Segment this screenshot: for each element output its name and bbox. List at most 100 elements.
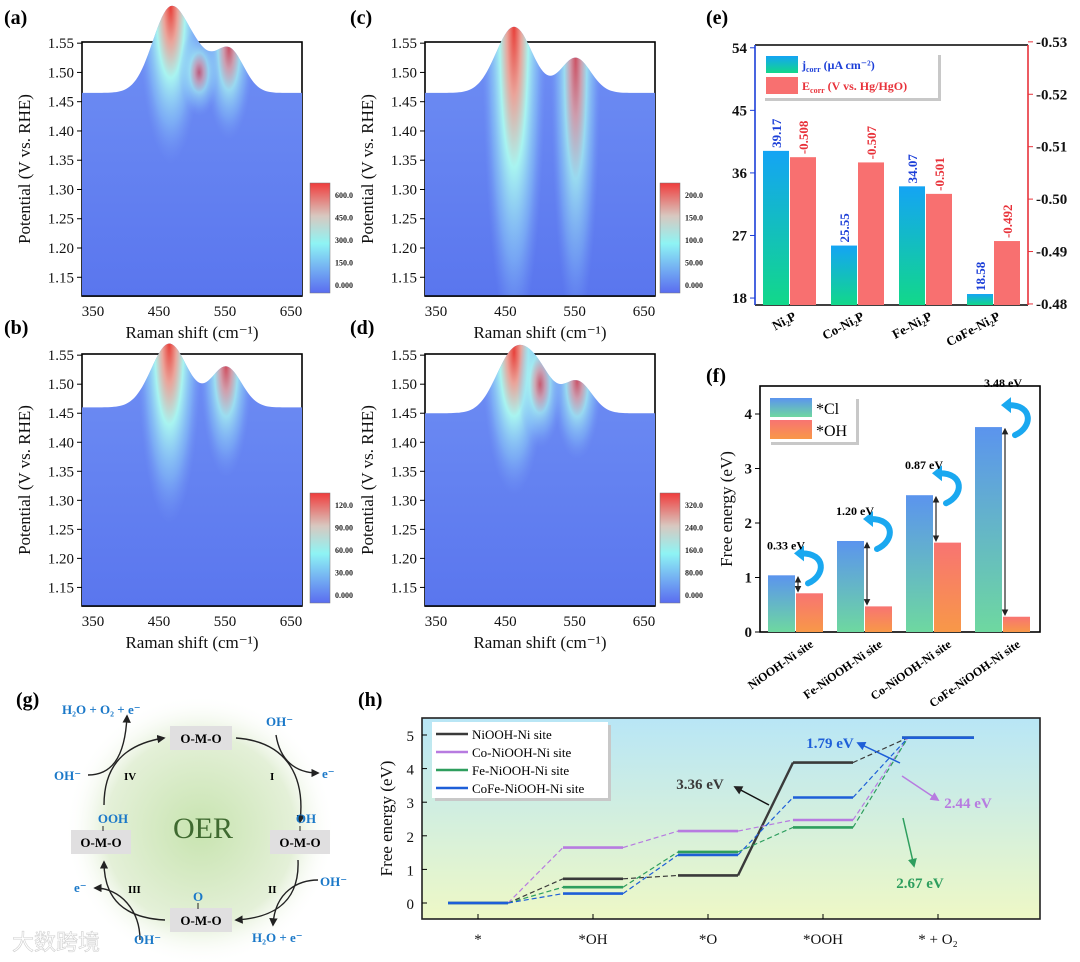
annotation-2.67: 2.67 eV <box>896 876 944 892</box>
y-tick-label: 1.50 <box>48 65 74 81</box>
energy-connector <box>622 874 679 880</box>
difference-label: 1.20 eV <box>836 504 874 518</box>
adsorption-energy-bar-chart: 0 1 2 3 4 Free energy (eV) 0.33 eV NiOOH-Ni sit… <box>717 376 1041 710</box>
oh-bar <box>934 542 961 632</box>
jcorr-bar <box>899 186 925 305</box>
right-y-tick-label: -0.49 <box>1036 245 1067 261</box>
category-label: NiOOH-Ni site <box>745 637 816 693</box>
difference-label: 3.48 eV <box>984 376 1022 390</box>
colorbar-tick-label: 320.0 <box>685 501 703 510</box>
y-tick-label: 2 <box>745 516 753 532</box>
x-tick-label: 650 <box>280 614 303 630</box>
species-in-IV: OH⁻ <box>54 768 81 783</box>
x-tick-label: 350 <box>82 304 105 320</box>
x-tick-label: *OOH <box>803 932 843 948</box>
energy-connector <box>737 797 794 856</box>
annotation-arrow <box>856 742 901 764</box>
y-tick-label: 1.40 <box>391 124 417 140</box>
y-axis-label: Free energy (eV) <box>377 761 396 877</box>
colorbar-tick-label: 80.00 <box>685 569 703 578</box>
y-tick-label: 4 <box>745 407 753 423</box>
category-label: Fe-Ni₂P <box>889 308 934 341</box>
y-tick-label: 1.35 <box>391 153 417 169</box>
legend-main: E <box>802 79 810 93</box>
step-I: I <box>270 771 274 783</box>
left-y-tick-label: 45 <box>732 103 747 119</box>
y-tick-label: 1.50 <box>391 377 417 393</box>
y-tick-label: 1.15 <box>391 270 417 286</box>
legend-label: Co-NiOOH-Ni site <box>472 745 572 760</box>
y-tick-label: 3 <box>407 796 415 812</box>
x-tick-label: 350 <box>82 614 105 630</box>
oh-bar <box>1003 616 1030 632</box>
raman-map-c: 350 450 550 650 1.15 1.20 1.25 1.30 1.35 1.40 1.45… <box>358 26 703 342</box>
category-label: Ni₂P <box>769 308 798 333</box>
jcorr-bar <box>967 294 993 305</box>
species-in-I: OH⁻ <box>266 714 293 729</box>
difference-label: 0.33 eV <box>767 538 805 552</box>
x-tick-label: 550 <box>563 304 586 320</box>
y-tick-label: 1.15 <box>48 270 74 286</box>
ecorr-value-label: -0.492 <box>1000 204 1015 238</box>
colorbar-tick-label: 240.0 <box>685 524 703 533</box>
curved-arrowhead-icon <box>863 510 873 527</box>
ecorr-value-label: -0.507 <box>864 125 879 159</box>
x-tick-label: * <box>474 932 482 948</box>
panel-label-d: (d) <box>350 317 374 339</box>
adsorbate-right: OH <box>296 811 316 826</box>
y-axis-label: Free energy (eV) <box>717 451 736 567</box>
y-tick-label: 1.30 <box>48 182 74 198</box>
y-tick-label: 4 <box>407 763 415 779</box>
energy-connector <box>852 737 909 764</box>
watermark: 大数跨境 <box>12 930 100 955</box>
annotation-arrow <box>902 817 917 868</box>
side-arrow-I <box>275 734 320 778</box>
colorbar-tick-label: 90.00 <box>335 524 353 533</box>
x-tick-label: 650 <box>633 614 656 630</box>
legend-rest: (μA cm⁻²) <box>821 58 875 72</box>
colorbar-tick-label: 0.000 <box>335 591 353 600</box>
cycle-arrow-III <box>99 860 166 921</box>
x-tick-label: * + O₂ <box>918 932 958 948</box>
x-axis-label: Raman shift (cm⁻¹) <box>473 633 606 652</box>
colorbar-tick-label: 600.0 <box>335 191 353 200</box>
species-out-II: H₂O + e⁻ <box>252 930 303 945</box>
x-tick-label: 450 <box>148 614 171 630</box>
curved-arrowhead-icon <box>794 545 804 562</box>
cl-bar <box>906 495 933 632</box>
jcorr-bar <box>763 150 789 305</box>
y-axis-label: Potential (V vs. RHE) <box>15 405 34 555</box>
panel-label-c: (c) <box>350 7 372 29</box>
step-III: III <box>128 884 141 896</box>
left-y-tick-label: 54 <box>732 41 748 57</box>
curved-arrow-icon <box>799 550 824 587</box>
site-top: O-M-O <box>180 731 221 746</box>
colorbar-tick-label: 160.0 <box>685 546 703 555</box>
y-tick-label: 1.15 <box>48 580 74 596</box>
difference-label: 0.87 eV <box>905 458 943 472</box>
y-tick-label: 5 <box>407 729 415 745</box>
colorbar-tick-label: 300.0 <box>335 236 353 245</box>
x-tick-label: 350 <box>425 304 448 320</box>
colorbar-tick-label: 150.0 <box>335 259 353 268</box>
jcorr-value-label: 18.58 <box>973 261 988 291</box>
y-tick-label: 1.20 <box>48 551 74 567</box>
x-tick-label: 450 <box>148 304 171 320</box>
jcorr-value-label: 34.07 <box>905 154 920 184</box>
y-tick-label: 1.55 <box>391 36 417 52</box>
colorbar-tick-label: 150.0 <box>685 214 703 223</box>
corrosion-bar-chart: 18 27 36 45 54 -0.48 -0.49 -0.50 -0.51 -0.52 -0.53… <box>732 35 1067 349</box>
y-tick-label: 1.35 <box>48 464 74 480</box>
colorbar <box>659 182 681 294</box>
curved-arrow-icon <box>1006 402 1031 439</box>
oer-center-label: OER <box>173 812 233 845</box>
y-tick-label: 1 <box>407 863 415 879</box>
legend-label-jcorr: jcorr (μA cm⁻²) <box>801 58 875 74</box>
legend-sub: corr <box>810 86 825 95</box>
raman-peak-1 <box>200 343 252 478</box>
panel-label-g: (g) <box>16 689 39 711</box>
cycle-arrow-I <box>235 737 305 824</box>
site-box-left <box>71 830 131 854</box>
adsorbate-bottom: O <box>193 889 203 904</box>
raman-peak-1 <box>552 344 602 460</box>
